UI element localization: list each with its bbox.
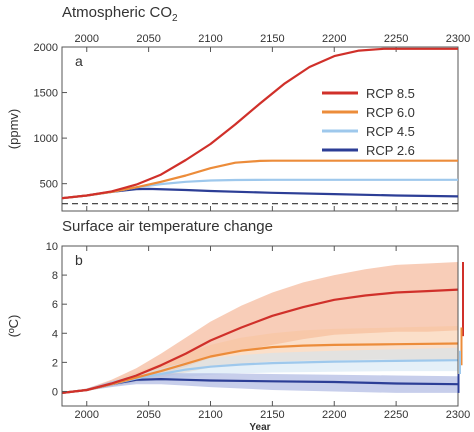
x-tick-label: 2250 xyxy=(384,409,408,421)
panel-a-title: Atmospheric CO2 xyxy=(62,4,178,24)
y-tick-label: 1500 xyxy=(34,88,58,100)
uncertainty-band-rcp45 xyxy=(62,347,458,393)
plot-frame xyxy=(61,46,459,212)
y-tick-label: 6 xyxy=(52,299,58,311)
x-tick-label-top: 2000 xyxy=(75,33,99,45)
y-tick-label: 10 xyxy=(46,241,58,253)
x-tick-label: 2050 xyxy=(136,409,160,421)
panel-letter: a xyxy=(75,53,83,69)
panel-a: 2000 2050 2100 2150 2200 2250 2300 500 1000 1500 2… xyxy=(6,33,470,212)
x-tick-label-top: 2200 xyxy=(322,33,346,45)
y-tick-label: 2 xyxy=(52,357,58,369)
x-tick-label: 2000 xyxy=(75,409,99,421)
panel-b: 2000 2050 2100 2150 2200 2250 2300 0 2 4 6 8 10 b (ºC)… xyxy=(6,241,470,432)
y-tick-label: 8 xyxy=(52,270,58,282)
y-axis-label: (ppmv) xyxy=(6,109,21,149)
x-tick-label-top: 2050 xyxy=(136,33,160,45)
legend-label-rcp26: RCP 2.6 xyxy=(366,143,415,158)
panel-b-title: Surface air temperature change xyxy=(62,218,273,235)
co2-line-rcp85 xyxy=(61,47,458,200)
y-tick-label: 500 xyxy=(40,179,58,191)
x-tick-label: 2200 xyxy=(322,409,346,421)
x-tick-label-top: 2250 xyxy=(384,33,408,45)
x-tick-label: 2100 xyxy=(198,409,222,421)
y-tick-label: 1000 xyxy=(34,133,58,145)
x-tick-label: 2150 xyxy=(260,409,284,421)
temperature-line-rcp85 xyxy=(61,288,459,394)
x-tick-label: 2300 xyxy=(446,409,470,421)
legend-label-rcp60: RCP 6.0 xyxy=(366,105,415,120)
uncertainty-band-rcp85 xyxy=(62,262,458,393)
y-tick-label: 4 xyxy=(52,328,58,340)
x-tick-label-top: 2300 xyxy=(446,33,470,45)
y-tick-label: 2000 xyxy=(34,42,58,54)
x-tick-label-top: 2150 xyxy=(260,33,284,45)
panel-a-title-text: Atmospheric CO xyxy=(62,4,173,21)
legend-label-rcp45: RCP 4.5 xyxy=(366,124,415,139)
legend-label-rcp85: RCP 8.5 xyxy=(366,86,415,101)
x-tick-label-top: 2100 xyxy=(198,33,222,45)
plot-frame xyxy=(61,245,459,407)
panel-letter: b xyxy=(75,252,83,268)
x-axis-label: Year xyxy=(249,422,270,432)
y-axis-label: (ºC) xyxy=(6,315,21,338)
panel-a-title-subscript: 2 xyxy=(172,13,178,24)
y-tick-label: 0 xyxy=(52,386,58,398)
legend: RCP 8.5 RCP 6.0 RCP 4.5 RCP 2.6 xyxy=(322,86,415,158)
